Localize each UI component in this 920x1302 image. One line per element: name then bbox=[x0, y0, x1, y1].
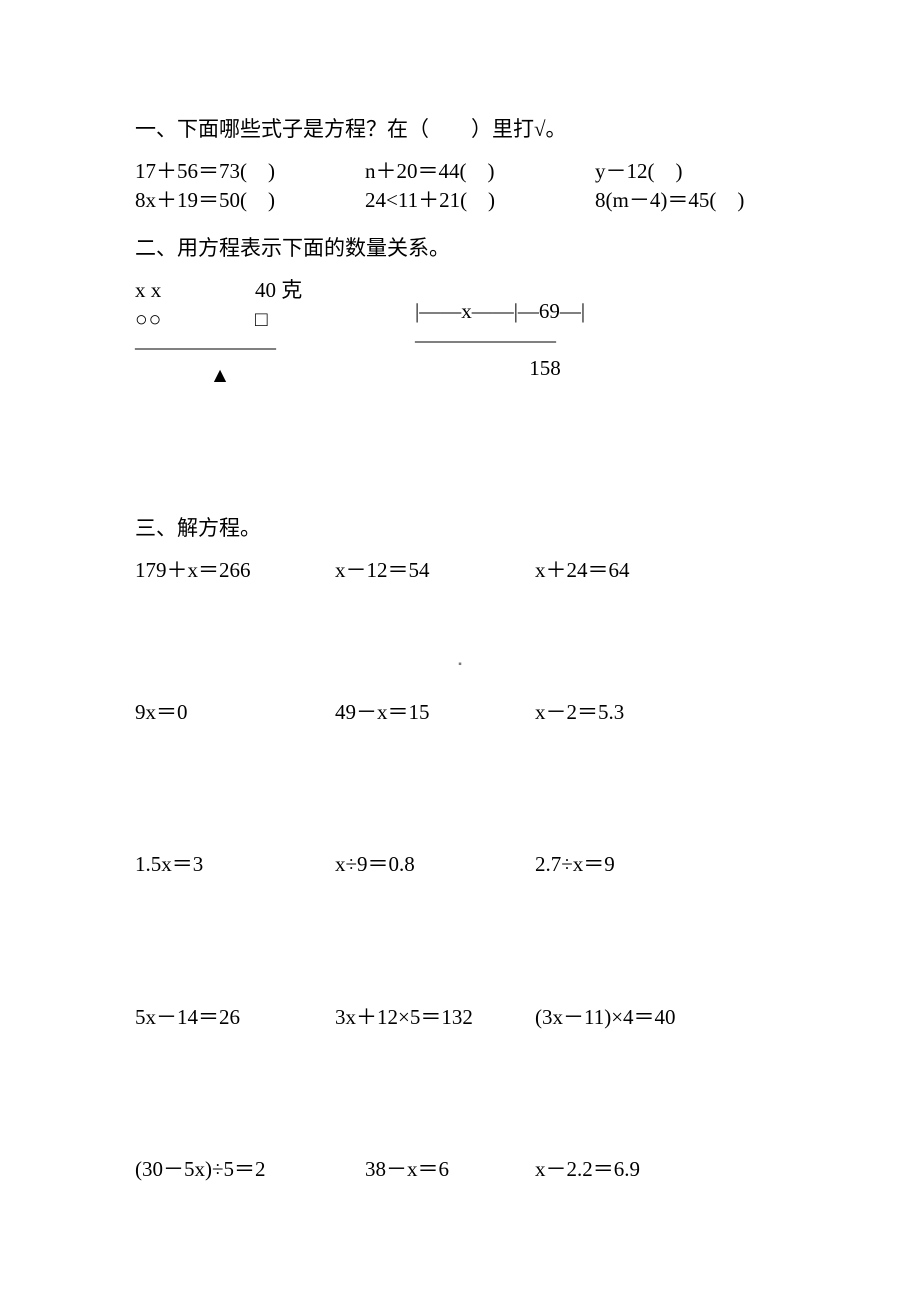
equation: x－2.2＝6.9 bbox=[535, 1155, 640, 1183]
balance-bar: ——————— bbox=[135, 333, 405, 361]
q1-item: 8(m－4)＝45( ) bbox=[595, 186, 744, 214]
equation: 3x＋12×5＝132 bbox=[335, 1003, 535, 1031]
eq-row: 5x－14＝26 3x＋12×5＝132 (3x－11)×4＝40 bbox=[135, 1003, 785, 1031]
worksheet-page: 一、下面哪些式子是方程？在（ ）里打√。 17＋56＝73( ) n＋20＝44… bbox=[0, 0, 920, 1263]
eq-row: (30－5x)÷5＝2 38－x＝6 x－2.2＝6.9 bbox=[135, 1155, 785, 1183]
section1-row-1: 17＋56＝73( ) n＋20＝44( ) y－12( ) bbox=[135, 157, 785, 185]
balance-left-label: x x bbox=[135, 276, 255, 304]
balance-fulcrum: ▲ bbox=[135, 361, 305, 389]
eq-row: 9x＝0 49－x＝15 x－2＝5.3 bbox=[135, 698, 785, 726]
balance-diagram: x x 40 克 ○○ □ ——————— ▲ bbox=[135, 276, 405, 389]
segment-line: ——————— bbox=[415, 326, 675, 354]
equation: x－12＝54 bbox=[335, 556, 535, 584]
equation: 5x－14＝26 bbox=[135, 1003, 335, 1031]
q1-item: n＋20＝44( ) bbox=[365, 157, 595, 185]
equation: 9x＝0 bbox=[135, 698, 335, 726]
balance-left-shapes: ○○ bbox=[135, 305, 255, 333]
section2-figures: x x 40 克 ○○ □ ——————— ▲ |——x——|—69—| ———… bbox=[135, 276, 785, 389]
equation: x÷9＝0.8 bbox=[335, 850, 535, 878]
section3-title: 三、解方程。 bbox=[135, 514, 785, 542]
equation: 38－x＝6 bbox=[365, 1155, 535, 1183]
equation: x＋24＝64 bbox=[535, 556, 630, 584]
q1-item: 24<11＋21( ) bbox=[365, 186, 595, 214]
equation: 2.7÷x＝9 bbox=[535, 850, 615, 878]
equation: (3x－11)×4＝40 bbox=[535, 1003, 676, 1031]
page-center-marker: ▪ bbox=[135, 658, 785, 672]
segment-total: 158 bbox=[415, 354, 675, 382]
eq-row: 1.5x＝3 x÷9＝0.8 2.7÷x＝9 bbox=[135, 850, 785, 878]
equation: 1.5x＝3 bbox=[135, 850, 335, 878]
equation: 179＋x＝266 bbox=[135, 556, 335, 584]
equation: x－2＝5.3 bbox=[535, 698, 624, 726]
balance-right-label: 40 克 bbox=[255, 276, 302, 304]
section1-title: 一、下面哪些式子是方程？在（ ）里打√。 bbox=[135, 115, 785, 143]
segment-labels: |——x——|—69—| bbox=[415, 297, 675, 325]
q1-item: 8x＋19＝50( ) bbox=[135, 186, 365, 214]
equation: (30－5x)÷5＝2 bbox=[135, 1155, 365, 1183]
equation: 49－x＝15 bbox=[335, 698, 535, 726]
eq-row: 179＋x＝266 x－12＝54 x＋24＝64 bbox=[135, 556, 785, 584]
balance-right-shapes: □ bbox=[255, 305, 268, 333]
q1-item: y－12( ) bbox=[595, 157, 683, 185]
section1-row-2: 8x＋19＝50( ) 24<11＋21( ) 8(m－4)＝45( ) bbox=[135, 186, 785, 214]
segment-diagram: |——x——|—69—| ——————— 158 bbox=[415, 276, 675, 389]
section2-title: 二、用方程表示下面的数量关系。 bbox=[135, 234, 785, 262]
q1-item: 17＋56＝73( ) bbox=[135, 157, 365, 185]
